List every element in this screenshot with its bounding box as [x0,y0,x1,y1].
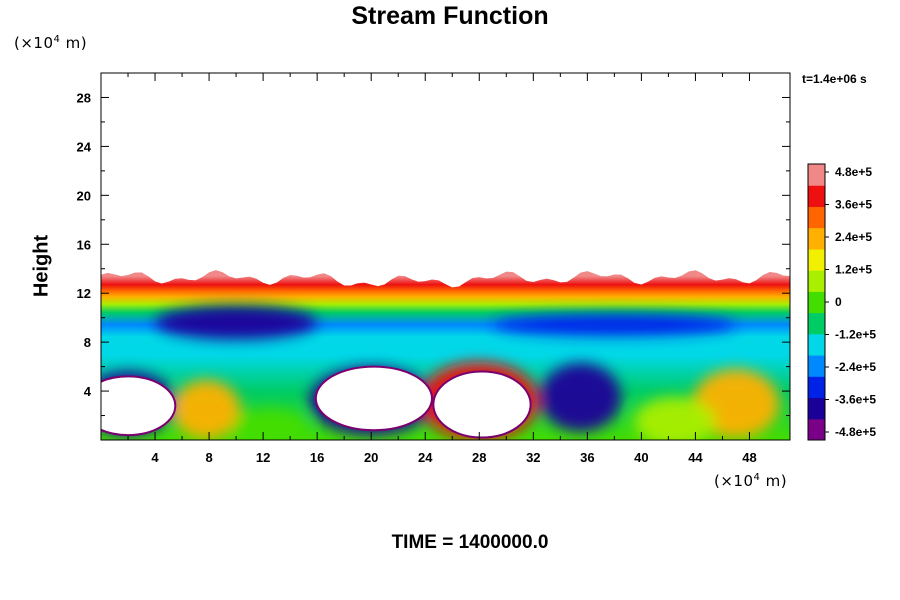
colorbar-swatch [808,397,825,420]
x-tick-label: 48 [742,450,756,465]
x-tick-label: 20 [364,450,378,465]
x-tick-label: 32 [526,450,540,465]
y-tick-label: 24 [77,139,92,154]
colorbar-swatch [808,185,825,207]
colorbar-swatch [808,291,825,314]
colorbar-swatch [808,312,825,335]
y-tick-label: 12 [77,286,91,301]
x-tick-label: 24 [418,450,433,465]
x-tick-label: 16 [310,450,324,465]
x-axis-unit: (×104 m) [714,472,788,490]
field-blob-0 [155,305,318,340]
y-tick-label: 28 [77,90,91,105]
colorbar-swatch [808,248,825,271]
colorbar-swatch [808,270,825,292]
x-tick-label: 4 [151,450,159,465]
x-tick-label: 12 [256,450,270,465]
time-footer: TIME = 1400000.0 [391,532,549,553]
colorbar-label: -4.8e+5 [835,425,876,439]
x-tick-label: 40 [634,450,648,465]
x-tick-label: 44 [688,450,703,465]
x-tick-label: 8 [205,450,212,465]
colorbar-swatch [808,355,825,377]
colorbar-label: 1.2e+5 [835,263,872,277]
field-blob-5 [540,362,622,432]
field-blob-6 [172,380,241,439]
field-blob-8 [232,409,308,440]
x-tick-label: 36 [580,450,594,465]
colorbar-label: 4.8e+5 [835,165,872,179]
saturated-region-2 [432,370,532,439]
colorbar-label: -1.2e+5 [835,328,876,342]
colorbar-swatch [808,418,825,441]
colorbar-swatch [808,376,825,399]
colorbar-label: -2.4e+5 [835,360,876,374]
colorbar-swatch [808,164,825,186]
field-blob-1 [492,313,736,337]
plot-frame [100,72,791,441]
colorbar-label: 0 [835,295,842,309]
x-tick-label: 28 [472,450,486,465]
time-stamp: t=1.4e+06 s [802,72,867,86]
colorbar-swatch [808,206,825,229]
colorbar: 4.8e+5 3.6e+5 2.4e+5 1.2e+5 0 -1.2e+5 -2.4e+5 -… [807,163,876,441]
y-tick-label: 4 [84,384,92,399]
plot-area [101,270,790,440]
colorbar-label: 3.6e+5 [835,198,872,212]
colorbar-swatch [808,333,825,356]
chart-title: Stream Function [351,2,549,30]
y-tick-label: 8 [84,335,91,350]
colorbar-label: -3.6e+5 [835,393,876,407]
colorbar-label: 2.4e+5 [835,230,872,244]
saturated-region-0 [101,375,177,437]
colorbar-swatch [808,227,825,250]
field-blob-9 [634,397,716,440]
saturated-region-1 [314,365,433,432]
y-tick-label: 20 [77,188,91,203]
y-tick-label: 16 [77,237,91,252]
y-axis-unit: (×104 m) [14,34,88,52]
